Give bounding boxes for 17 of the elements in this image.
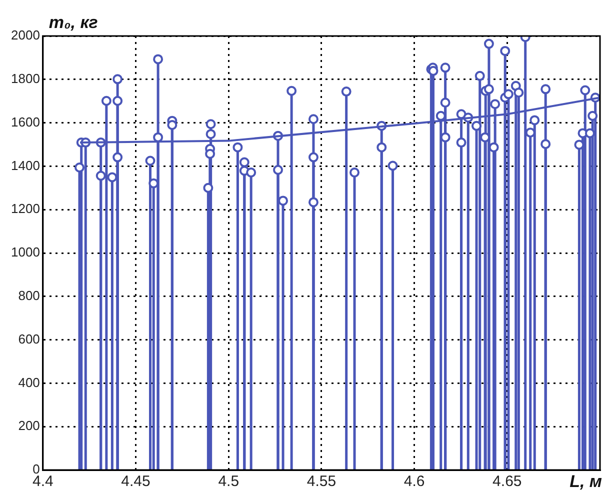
x-axis-title: L, м [570, 472, 602, 492]
y-tick-label: 400 [18, 374, 40, 390]
x-tick-label: 4.6 [404, 473, 425, 490]
y-tick-label: 600 [18, 331, 40, 346]
y-tick-label: 1600 [11, 114, 40, 130]
y-tick-label: 1000 [11, 244, 40, 260]
y-tick-label: 1200 [11, 201, 40, 216]
x-tick-label: 4.45 [121, 473, 150, 490]
y-axis-title: m₀, кг [48, 13, 98, 32]
y-tick-label: 1400 [11, 158, 40, 173]
y-tick-label: 800 [18, 288, 40, 303]
y-tick-label: 200 [18, 418, 40, 434]
x-tick-label: 4.5 [218, 473, 240, 490]
y-tick-label: 1800 [11, 70, 40, 86]
x-tick-label: 4.65 [492, 473, 522, 490]
y-tick-label: 2000 [11, 28, 40, 43]
x-tick-label: 4.55 [306, 473, 336, 490]
